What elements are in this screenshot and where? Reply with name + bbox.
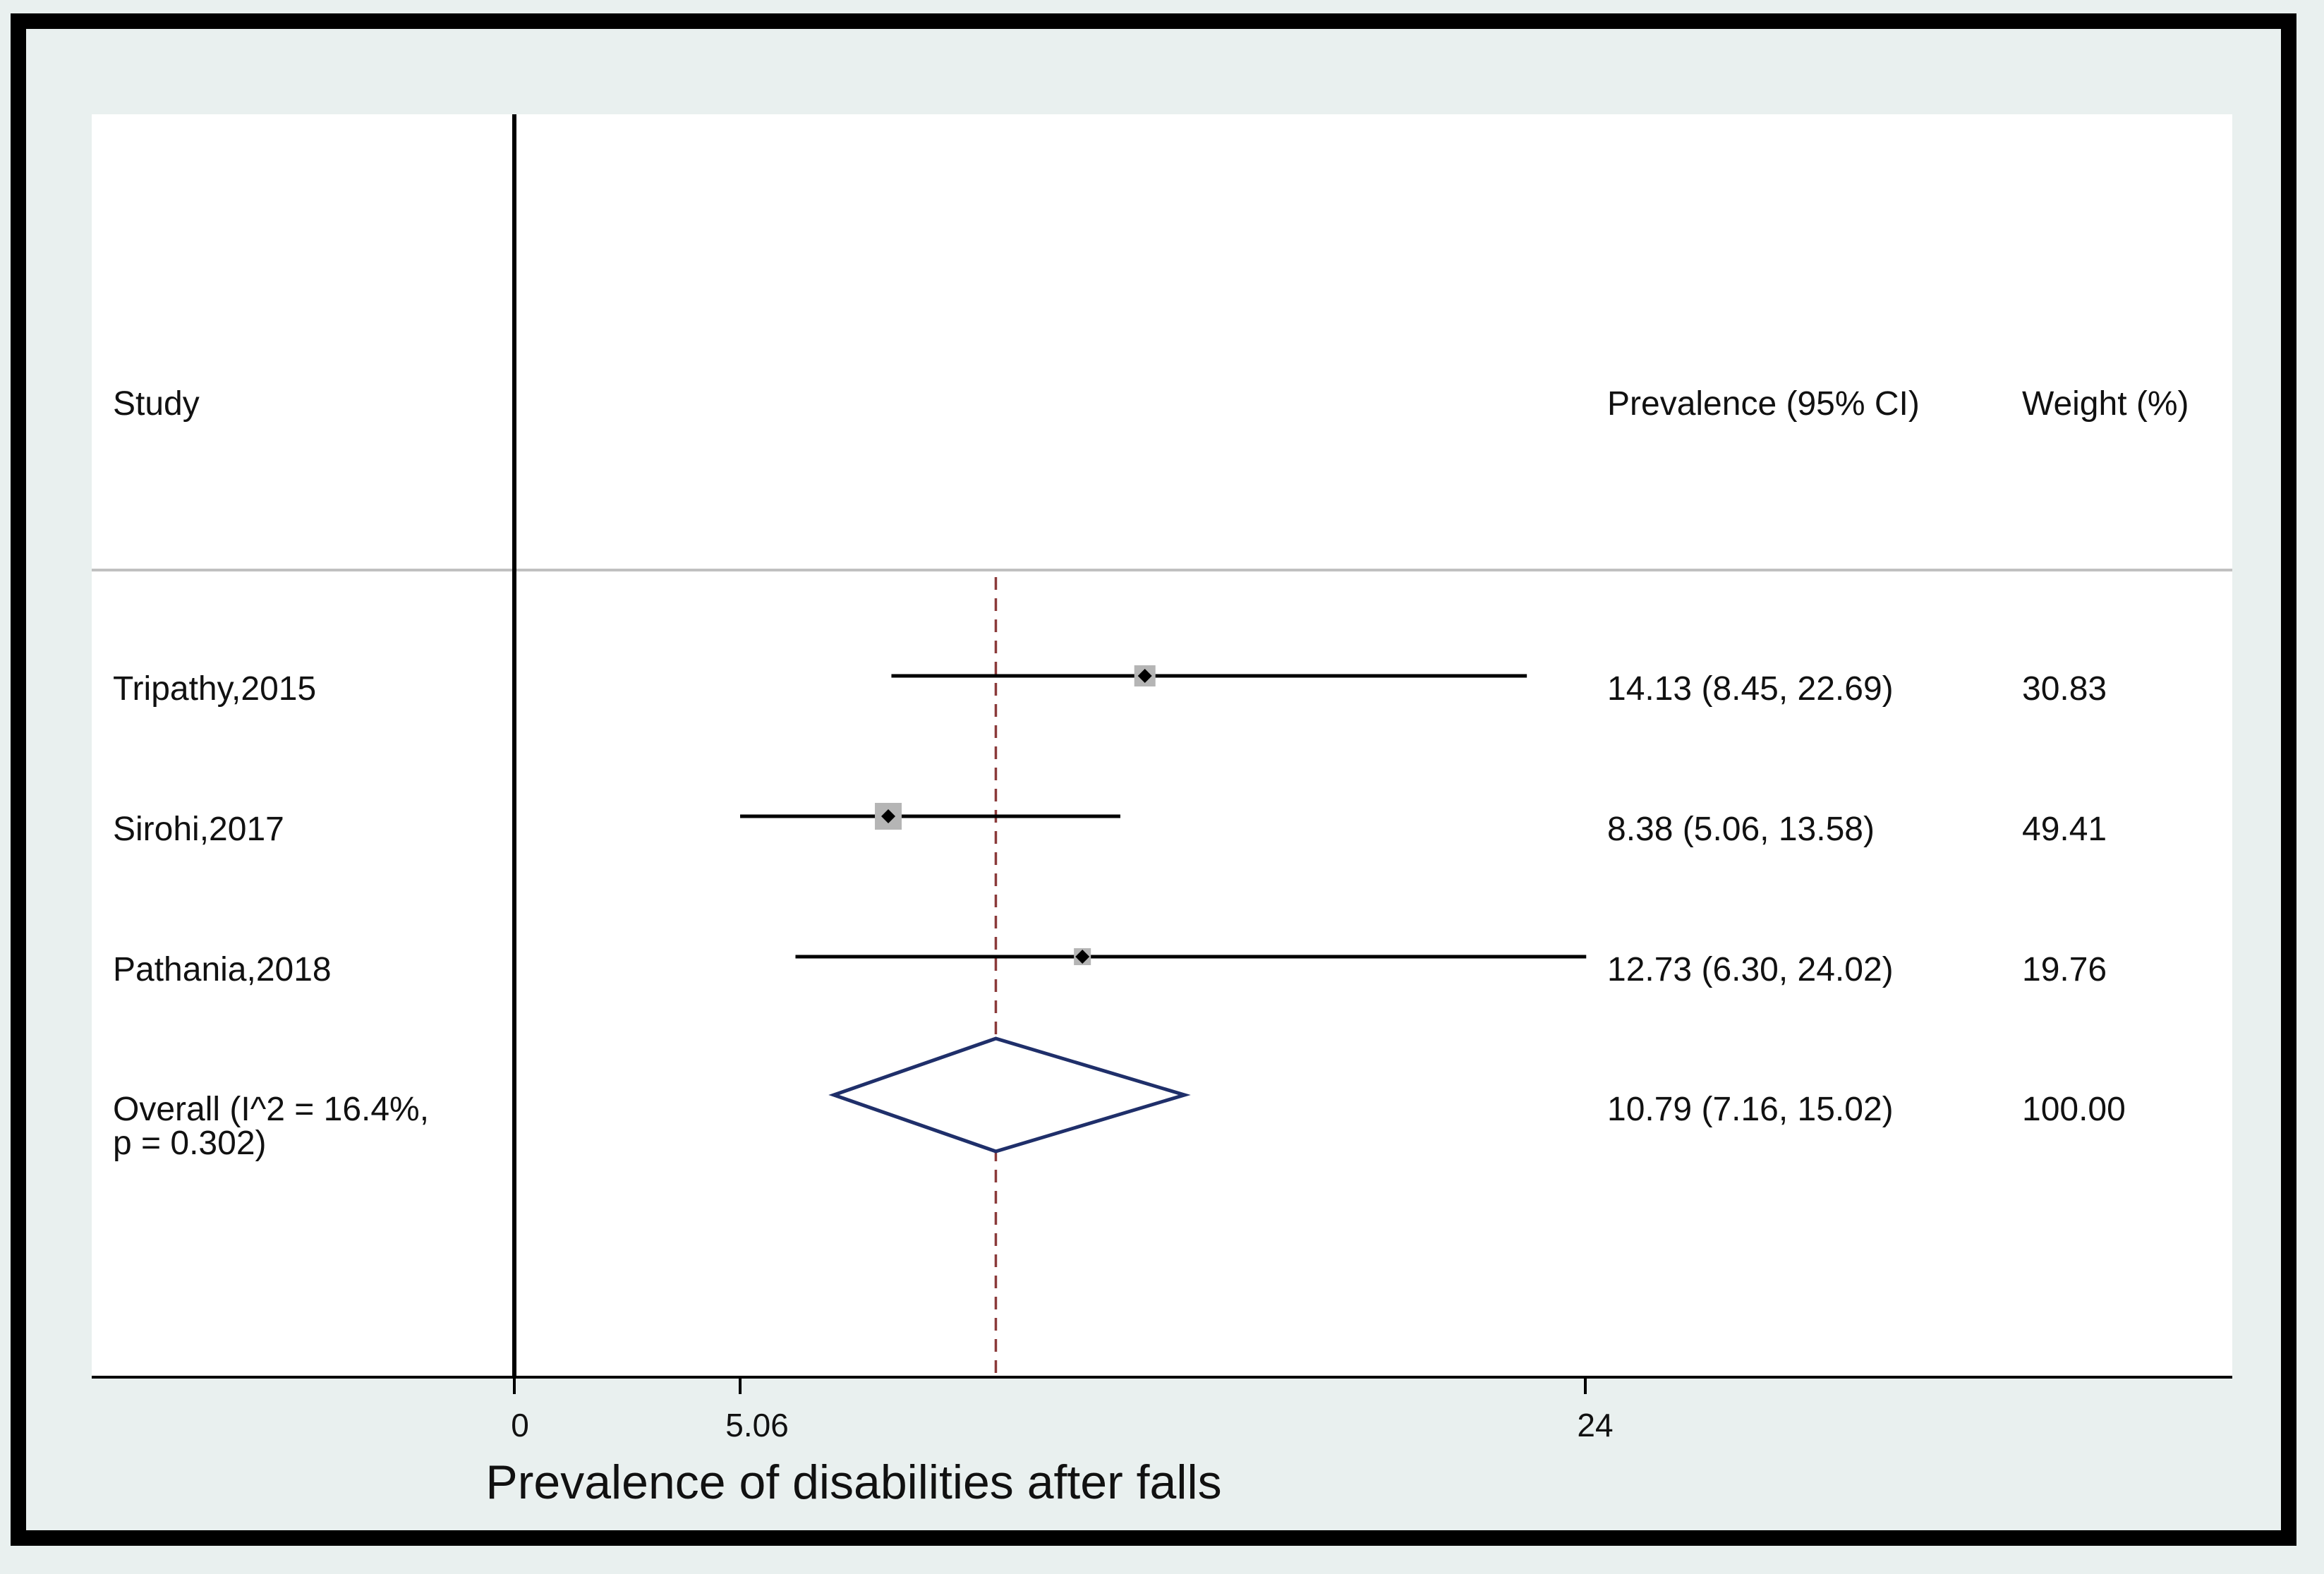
x-tick-label: 0 xyxy=(511,1407,529,1443)
study-point-estimate xyxy=(1137,669,1152,683)
study-ci-text: 14.13 (8.45, 22.69) xyxy=(1607,670,1894,708)
study-weight-text: 30.83 xyxy=(2022,670,2107,708)
study-label: Sirohi,2017 xyxy=(113,811,284,848)
overall-label-line1: Overall (I^2 = 16.4%, xyxy=(113,1091,429,1128)
plot-panel xyxy=(92,114,2232,1376)
study-row: Sirohi,2017 8.38 (5.06, 13.58) 49.41 xyxy=(113,803,2107,848)
overall-ci-text: 10.79 (7.16, 15.02) xyxy=(1607,1091,1894,1128)
overall-diamond xyxy=(828,1036,1191,1154)
study-point-estimate xyxy=(1075,950,1090,964)
study-weight-text: 49.41 xyxy=(2022,811,2107,848)
study-row: Pathania,2018 12.73 (6.30, 24.02) 19.76 xyxy=(113,948,2107,988)
study-point-estimate xyxy=(881,809,896,823)
study-label: Pathania,2018 xyxy=(113,951,332,988)
x-axis-label: Prevalence of disabilities after falls xyxy=(485,1455,1221,1509)
study-rows: Tripathy,2015 14.13 (8.45, 22.69) 30.83 Sir… xyxy=(113,665,2107,988)
study-ci-text: 8.38 (5.06, 13.58) xyxy=(1607,811,1875,848)
overall-label-line2: p = 0.302) xyxy=(113,1125,267,1162)
header-study: Study xyxy=(113,385,200,423)
study-weight-text: 19.76 xyxy=(2022,951,2107,988)
study-row: Tripathy,2015 14.13 (8.45, 22.69) 30.83 xyxy=(113,665,2107,708)
overall-weight-text: 100.00 xyxy=(2022,1091,2126,1128)
frame-border xyxy=(11,13,2296,1546)
x-tick-label: 5.06 xyxy=(725,1407,789,1443)
header-estimate: Prevalence (95% CI) xyxy=(1607,385,1920,423)
study-label: Tripathy,2015 xyxy=(113,670,316,708)
x-ticks: 0 5.06 24 xyxy=(511,1377,1614,1443)
header-weight: Weight (%) xyxy=(2022,385,2189,423)
x-tick-label: 24 xyxy=(1577,1407,1613,1443)
study-ci-text: 12.73 (6.30, 24.02) xyxy=(1607,951,1894,988)
